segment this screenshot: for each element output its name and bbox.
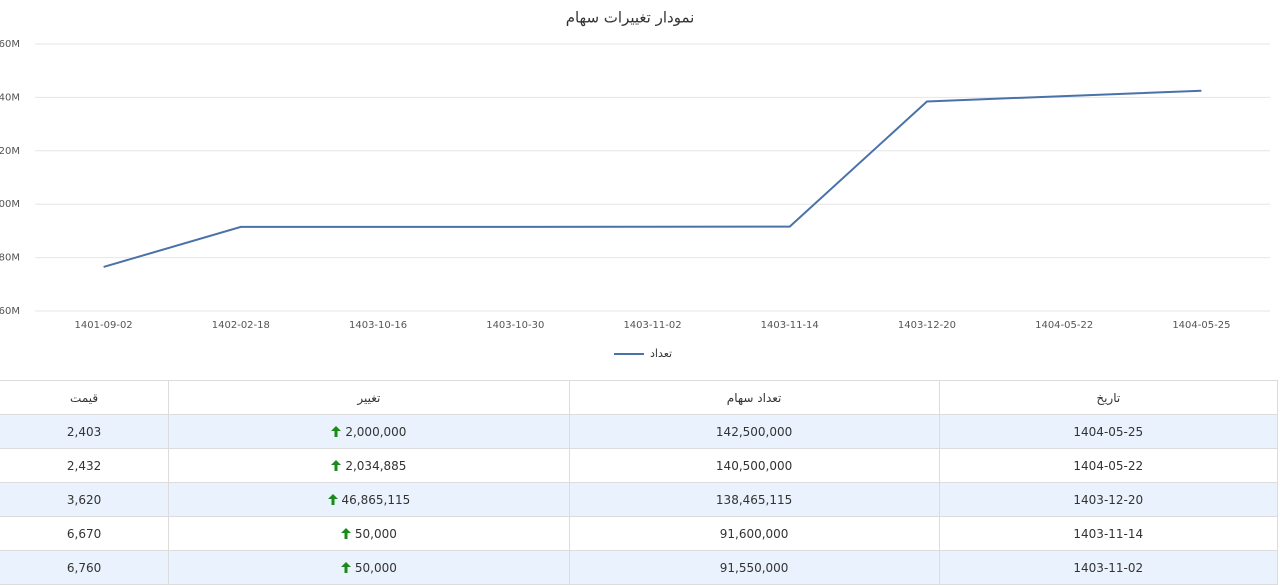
change-cell: 2,034,885 [168,448,570,483]
table-cell: 138,465,115 [568,482,940,517]
x-tick-label: 1404-05-25 [1172,320,1230,331]
change-cell: 50,000 [168,550,570,585]
change-cell: 2,000,000 [168,414,570,449]
change-wrap: 46,865,115 [327,492,411,507]
change-cell: 46,865,115 [168,482,570,517]
legend-label: تعداد [650,347,672,360]
up-arrow-icon [331,425,342,437]
x-tick-label: 1403-10-30 [486,320,544,331]
data-table: تاریخ تعداد سهام تغییر قیمت 1404-05-25 142,5… [0,380,1279,585]
table-cell: 3,620 [0,482,170,517]
chart: نمودار تغییرات سهام 60M 80M 100M 120M 140M 16… [0,9,1270,360]
table-cell: 91,600,000 [568,516,940,551]
up-arrow-icon [327,493,338,505]
table-cell: 1403-12-20 [938,482,1279,517]
header-row: تاریخ تعداد سهام تغییر قیمت [0,380,1279,415]
up-arrow-icon [331,459,342,471]
change-value: 2,034,885 [345,458,407,473]
table-row: 1403-11-14 91,600,000 50,000 6,670 [0,516,1279,551]
y-tick-label: 140M [0,92,20,103]
table-cell: 6,670 [0,516,170,551]
table-cell: 142,500,000 [568,414,940,449]
x-tick-label: 1403-11-14 [761,320,819,331]
table-cell: 2,403 [0,414,170,449]
change-wrap: 50,000 [340,526,397,541]
y-tick-label: 80M [0,253,20,264]
column-header: تاریخ [938,380,1279,415]
column-header: تغییر [168,380,570,415]
y-tick-label: 100M [0,199,20,210]
change-value: 50,000 [354,526,397,541]
x-tick-label: 1401-09-02 [75,320,133,331]
table-cell: 6,760 [0,550,170,585]
column-header: تعداد سهام [568,380,940,415]
series-line [103,89,1202,268]
table-cell: 1403-11-02 [938,550,1279,585]
x-tick-label: 1403-12-20 [898,320,956,331]
y-tick-label: 160M [0,39,20,50]
table-row: 1403-12-20 138,465,115 46,865,115 3,620 [0,482,1279,517]
y-tick-label: 120M [0,146,20,157]
change-value: 50,000 [354,560,397,575]
table-cell: 1404-05-22 [938,448,1279,483]
chart-title: نمودار تغییرات سهام [566,9,695,27]
change-cell: 50,000 [168,516,570,551]
table-cell: 140,500,000 [568,448,940,483]
x-tick-label: 1402-02-18 [212,320,270,331]
table-cell: 91,550,000 [568,550,940,585]
table-cell: 1404-05-25 [938,414,1279,449]
change-value: 46,865,115 [341,492,411,507]
up-arrow-icon [340,561,351,573]
table-body: 1404-05-25 142,500,000 2,000,000 2,403 1404-… [0,414,1279,585]
change-wrap: 2,034,885 [331,459,406,473]
table-cell: 2,432 [0,448,170,483]
up-arrow-icon [340,527,351,539]
y-tick-label: 60M [0,306,20,317]
x-tick-label: 1404-05-22 [1035,320,1093,331]
table-row: 1404-05-22 140,500,000 2,034,885 2,432 [0,448,1279,483]
change-value: 2,000,000 [345,424,407,439]
table-cell: 1403-11-14 [938,516,1279,551]
table-row: 1403-11-02 91,550,000 50,000 6,760 [0,550,1279,585]
column-header: قیمت [0,380,170,415]
table-row: 1404-05-25 142,500,000 2,000,000 2,403 [0,414,1279,449]
change-wrap: 50,000 [340,560,397,575]
x-tick-label: 1403-11-02 [623,320,681,331]
change-wrap: 2,000,000 [331,425,406,439]
x-tick-label: 1403-10-16 [349,320,407,331]
